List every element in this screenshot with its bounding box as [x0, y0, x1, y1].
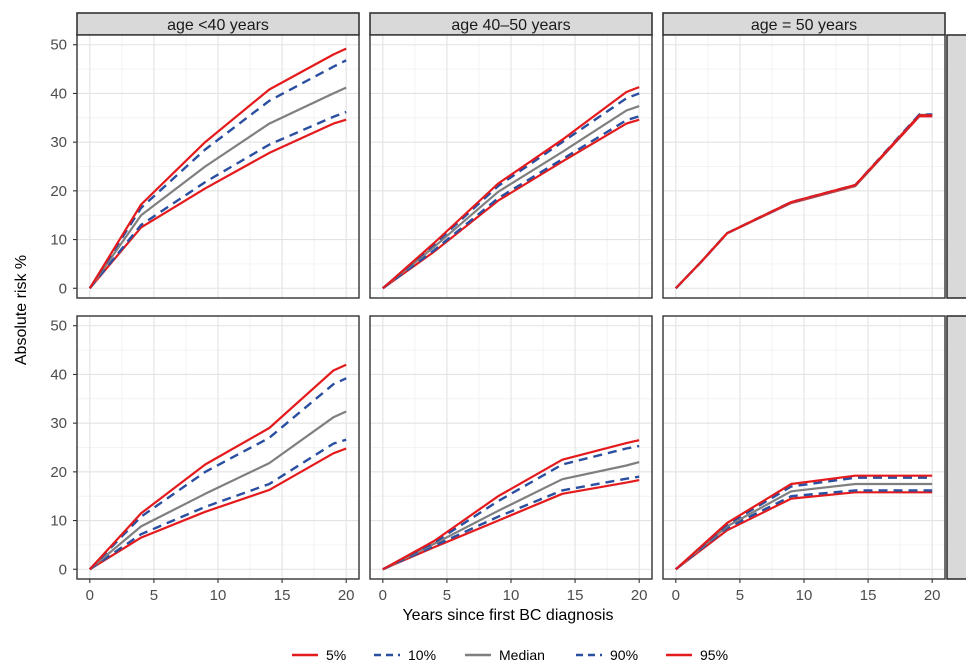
facet-strip-label: age = 50 years	[751, 17, 857, 34]
series-line-5	[88, 118, 347, 290]
series-line-95	[675, 114, 933, 290]
y-tick-label: 30	[50, 415, 67, 432]
x-axis-title: Years since first BC diagnosis	[402, 607, 613, 624]
y-tick-label: 40	[50, 85, 67, 102]
series-line-10	[89, 438, 347, 571]
legend-label-median: Median	[499, 647, 545, 663]
facet-strip-brca1	[946, 34, 966, 299]
facet-strip-label: age 40–50 years	[451, 17, 570, 34]
y-tick-label: 20	[50, 183, 67, 200]
x-tick-label: 20	[924, 587, 941, 604]
series-line-90	[88, 377, 347, 571]
y-tick-label: 10	[50, 513, 67, 530]
legend-label-5: 5%	[326, 647, 346, 663]
y-axis-title: Absolute risk %	[13, 255, 30, 365]
series-line-5	[675, 491, 933, 571]
y-tick-label: 0	[59, 561, 67, 578]
x-tick-label: 10	[796, 587, 813, 604]
series-line-median	[675, 482, 933, 571]
series-line-95	[382, 86, 640, 290]
y-tick-label: 20	[50, 464, 67, 481]
legend-label-10: 10%	[408, 647, 436, 663]
series-line-10	[88, 110, 347, 290]
facet-strip-label: age <40 years	[167, 17, 269, 34]
series-line-90	[88, 59, 347, 289]
facet-strip-brca2	[946, 315, 966, 580]
y-tick-label: 50	[50, 318, 67, 335]
y-tick-label: 30	[50, 134, 67, 151]
x-tick-label: 20	[631, 587, 648, 604]
series-line-median	[88, 86, 347, 289]
legend-label-95: 95%	[700, 647, 728, 663]
y-tick-label: 0	[59, 280, 67, 297]
x-tick-label: 10	[503, 587, 520, 604]
x-tick-label: 5	[150, 587, 158, 604]
series-line-median	[382, 105, 640, 290]
panel-border	[369, 34, 653, 299]
x-tick-label: 0	[379, 587, 387, 604]
series-line-95	[382, 439, 640, 571]
series-line-10	[382, 115, 640, 290]
series-line-95	[675, 474, 933, 571]
series-line-95	[88, 47, 347, 289]
x-tick-label: 20	[338, 587, 355, 604]
x-tick-label: 15	[860, 587, 877, 604]
x-tick-label: 5	[443, 587, 451, 604]
legend-label-90: 90%	[610, 647, 638, 663]
series-line-10	[675, 489, 933, 571]
x-tick-label: 5	[736, 587, 744, 604]
panel-border	[76, 34, 360, 299]
x-tick-label: 0	[86, 587, 94, 604]
x-tick-label: 10	[210, 587, 227, 604]
y-tick-label: 50	[50, 37, 67, 54]
series-line-median	[89, 410, 347, 571]
x-tick-label: 15	[274, 587, 291, 604]
x-tick-label: 15	[567, 587, 584, 604]
y-tick-label: 40	[50, 366, 67, 383]
series-line-5	[89, 447, 347, 571]
y-tick-label: 10	[50, 232, 67, 249]
panel-border	[662, 34, 946, 299]
series-line-90	[675, 476, 933, 571]
x-tick-label: 0	[672, 587, 680, 604]
series-line-10	[382, 475, 640, 571]
series-line-95	[88, 363, 347, 571]
